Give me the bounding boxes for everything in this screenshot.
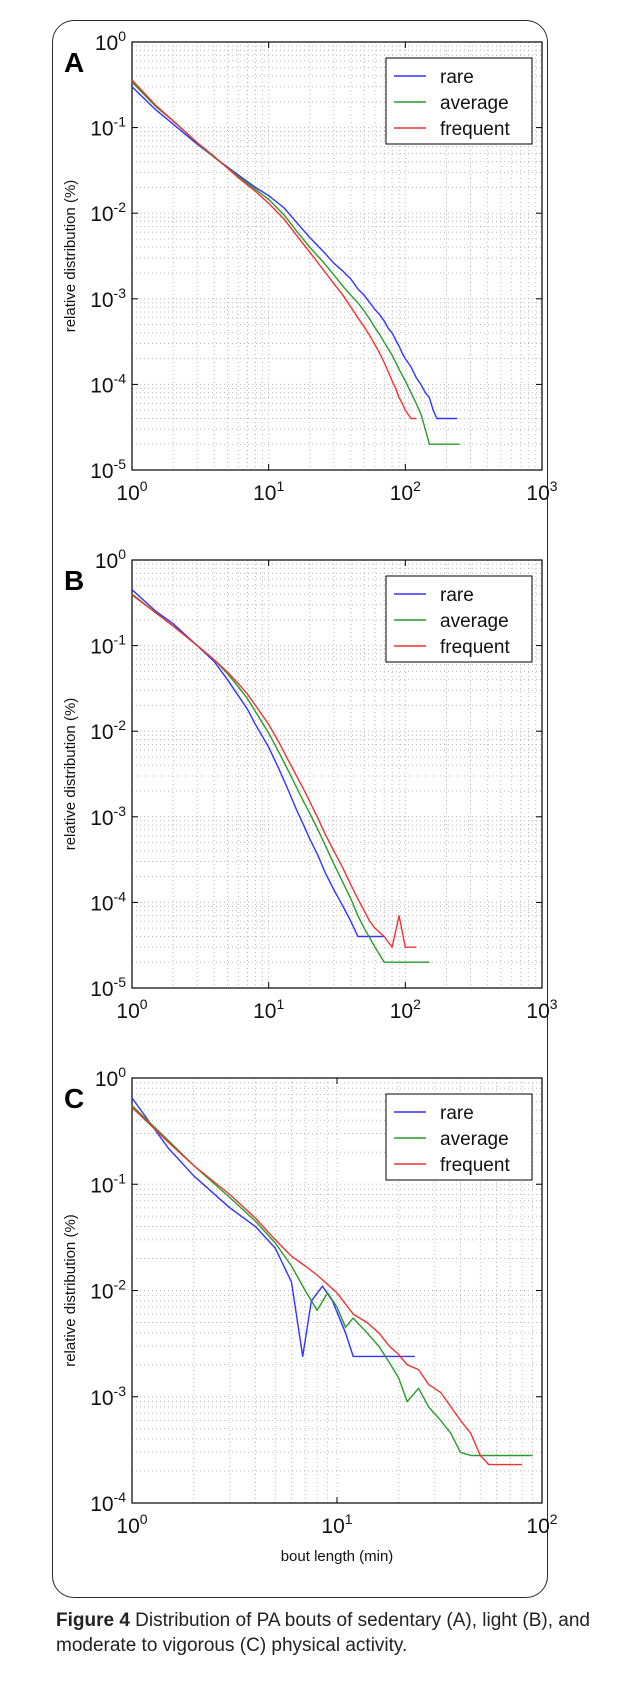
y-tick-label: 10-2 [90, 1277, 126, 1304]
y-tick-label: 10-1 [90, 1170, 126, 1197]
series-line-frequent [131, 594, 417, 948]
series-line-rare [131, 589, 385, 938]
legend-label: average [440, 611, 509, 632]
series-line-average [131, 1105, 533, 1457]
legend-box [385, 57, 533, 145]
y-tick-label: 10-5 [90, 456, 126, 483]
plot-area-frame [131, 41, 543, 471]
legend-label: rare [440, 1103, 474, 1124]
legend-box [385, 1093, 533, 1181]
legend-label: rare [440, 585, 474, 606]
legend-label: frequent [440, 1155, 510, 1176]
series-line-rare [131, 86, 458, 420]
panel-label: A [64, 47, 84, 78]
chart-panel-a: 100 101 102 103 10-5 10-4 10-3 10-2 10-1 100 relat… [62, 28, 558, 505]
x-tick-label: 101 [321, 1511, 352, 1538]
x-tick-label: 102 [526, 1511, 557, 1538]
y-tick-label: 10-1 [90, 114, 126, 141]
legend-label: rare [440, 67, 474, 88]
x-tick-label: 103 [526, 996, 557, 1023]
x-tick-label: 103 [526, 478, 557, 505]
y-tick-label: 10-4 [90, 370, 126, 397]
legend-label: average [440, 93, 509, 114]
legend-box [385, 575, 533, 663]
y-tick-label: 10-2 [90, 199, 126, 226]
legend: rare average frequent [385, 57, 533, 145]
x-tick-label: 100 [116, 1511, 147, 1538]
series-line-average [131, 81, 460, 445]
series-line-rare [131, 1097, 415, 1358]
caption-label: Figure 4 [56, 1610, 130, 1631]
legend: rare average frequent [385, 1093, 533, 1181]
y-tick-label: 10-1 [90, 632, 126, 659]
panel-label: C [64, 1083, 84, 1114]
y-tick-label: 10-4 [90, 888, 126, 915]
legend-label: average [440, 1129, 509, 1150]
x-tick-label: 100 [116, 996, 147, 1023]
x-tick-label: 102 [390, 996, 421, 1023]
legend-label: frequent [440, 119, 510, 140]
y-tick-label: 100 [95, 28, 126, 55]
y-tick-label: 100 [95, 546, 126, 573]
series-line-frequent [131, 79, 417, 420]
plot-area-frame [131, 559, 543, 989]
y-axis-label: relative distribution (%) [62, 1214, 79, 1367]
y-tick-label: 10-3 [90, 1383, 126, 1410]
x-tick-label: 101 [253, 478, 284, 505]
caption-text: Distribution of PA bouts of sedentary (A… [56, 1610, 590, 1656]
y-axis-label: relative distribution (%) [62, 698, 79, 851]
chart-panel-b: 100 101 102 103 10-5 10-4 10-3 10-2 10-1 100 relat… [62, 546, 558, 1023]
figure-charts: 100 101 102 103 10-5 10-4 10-3 10-2 10-1 100 relat… [62, 28, 558, 1565]
y-tick-label: 10-2 [90, 717, 126, 744]
legend: rare average frequent [385, 575, 533, 663]
legend-label: frequent [440, 637, 510, 658]
y-tick-label: 100 [95, 1064, 126, 1091]
y-tick-label: 10-5 [90, 974, 126, 1001]
y-tick-label: 10-3 [90, 803, 126, 830]
x-axis-label: bout length (min) [281, 1548, 394, 1565]
y-axis-label: relative distribution (%) [62, 180, 79, 333]
chart-panel-c: 100 101 102 10-4 10-3 10-2 10-1 100 relative dis… [62, 1064, 558, 1565]
figure-caption: Figure 4 Distribution of PA bouts of sed… [56, 1608, 616, 1658]
series-line-frequent [131, 1106, 523, 1466]
panel-label: B [64, 565, 84, 596]
y-tick-label: 10-3 [90, 285, 126, 312]
x-tick-label: 100 [116, 478, 147, 505]
x-tick-label: 101 [253, 996, 284, 1023]
x-tick-label: 102 [390, 478, 421, 505]
y-tick-label: 10-4 [90, 1489, 126, 1516]
